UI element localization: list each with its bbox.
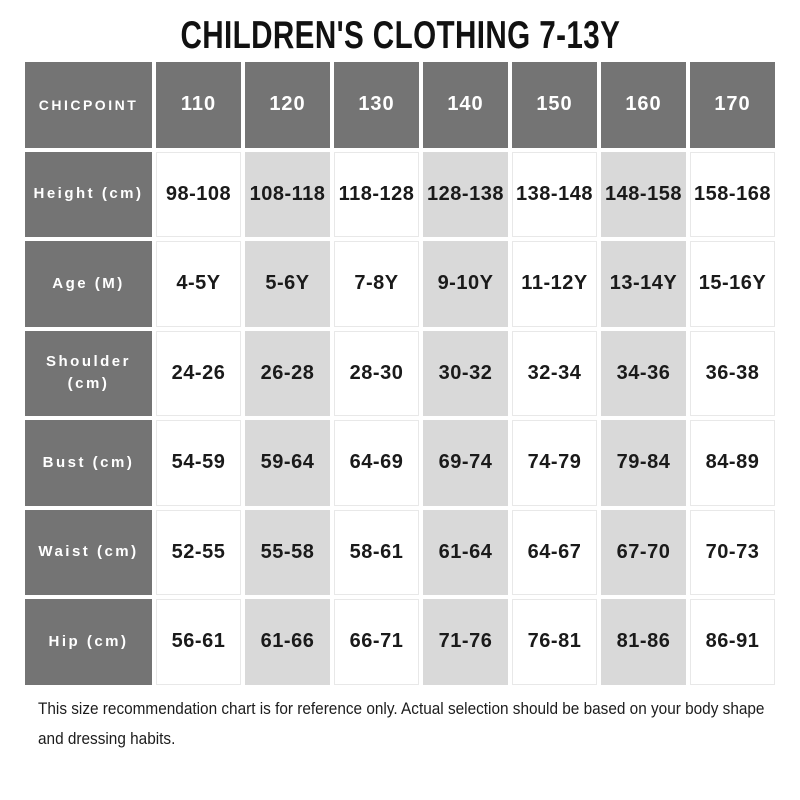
data-cell: 36-38 [690, 330, 775, 416]
size-header-cell: 130 [334, 62, 419, 148]
data-cell: 56-61 [156, 599, 241, 685]
data-cell: 55-58 [245, 509, 330, 595]
data-cell: 84-89 [690, 420, 775, 506]
data-cell: 15-16Y [690, 241, 775, 327]
title-container: CHILDREN'S CLOTHING 7-13Y [0, 0, 800, 58]
page-title: CHILDREN'S CLOTHING 7-13Y [180, 14, 620, 57]
data-cell: 79-84 [601, 420, 686, 506]
data-cell: 32-34 [512, 330, 597, 416]
data-cell: 61-66 [245, 599, 330, 685]
data-cell: 28-30 [334, 330, 419, 416]
data-cell: 108-118 [245, 151, 330, 237]
size-header-cell: 160 [601, 62, 686, 148]
data-cell: 98-108 [156, 151, 241, 237]
data-cell: 64-69 [334, 420, 419, 506]
data-cell: 58-61 [334, 509, 419, 595]
size-table: CHICPOINT 110 120 130 140 150 160 170 Height (cm… [25, 62, 775, 685]
data-cell: 13-14Y [601, 241, 686, 327]
data-cell: 81-86 [601, 599, 686, 685]
data-cell: 70-73 [690, 509, 775, 595]
size-header-cell: 110 [156, 62, 241, 148]
data-cell: 11-12Y [512, 241, 597, 327]
data-cell: 67-70 [601, 509, 686, 595]
data-cell: 71-76 [423, 599, 508, 685]
data-cell: 24-26 [156, 330, 241, 416]
row-label-cell: Hip (cm) [25, 599, 152, 685]
data-cell: 64-67 [512, 509, 597, 595]
data-cell: 66-71 [334, 599, 419, 685]
data-cell: 4-5Y [156, 241, 241, 327]
data-cell: 26-28 [245, 330, 330, 416]
data-cell: 9-10Y [423, 241, 508, 327]
row-label-cell: Shoulder (cm) [25, 330, 152, 416]
data-cell: 158-168 [690, 151, 775, 237]
data-cell: 34-36 [601, 330, 686, 416]
data-cell: 86-91 [690, 599, 775, 685]
row-label-cell: Age (M) [25, 241, 152, 327]
row-label-cell: Waist (cm) [25, 509, 152, 595]
size-header-cell: 140 [423, 62, 508, 148]
data-cell: 69-74 [423, 420, 508, 506]
data-cell: 30-32 [423, 330, 508, 416]
data-cell: 59-64 [245, 420, 330, 506]
disclaimer-text: This size recommendation chart is for re… [38, 700, 765, 748]
data-cell: 118-128 [334, 151, 419, 237]
data-cell: 148-158 [601, 151, 686, 237]
data-cell: 76-81 [512, 599, 597, 685]
data-cell: 54-59 [156, 420, 241, 506]
data-cell: 61-64 [423, 509, 508, 595]
data-cell: 7-8Y [334, 241, 419, 327]
data-cell: 5-6Y [245, 241, 330, 327]
size-header-cell: 150 [512, 62, 597, 148]
size-header-cell: 120 [245, 62, 330, 148]
data-cell: 52-55 [156, 509, 241, 595]
row-label-cell: Bust (cm) [25, 420, 152, 506]
data-cell: 128-138 [423, 151, 508, 237]
brand-corner-cell: CHICPOINT [25, 62, 152, 148]
size-header-cell: 170 [690, 62, 775, 148]
data-cell: 74-79 [512, 420, 597, 506]
row-label-cell: Height (cm) [25, 151, 152, 237]
data-cell: 138-148 [512, 151, 597, 237]
